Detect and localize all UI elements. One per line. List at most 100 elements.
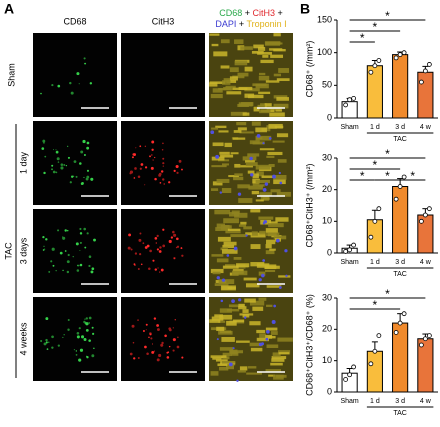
panel-label: A bbox=[4, 1, 14, 17]
texture bbox=[248, 185, 263, 190]
data-point bbox=[347, 97, 353, 103]
texture bbox=[236, 263, 250, 268]
texture bbox=[242, 309, 249, 313]
texture bbox=[237, 184, 250, 189]
signal bbox=[162, 165, 165, 167]
signal bbox=[83, 338, 87, 341]
signal bbox=[78, 358, 82, 362]
signal bbox=[172, 349, 175, 352]
texture bbox=[259, 192, 273, 197]
texture bbox=[245, 283, 260, 288]
nucleus bbox=[273, 304, 277, 308]
texture bbox=[251, 231, 258, 236]
signal bbox=[60, 166, 64, 170]
signal bbox=[156, 324, 159, 327]
signal bbox=[84, 246, 87, 249]
data-point bbox=[418, 218, 424, 224]
significance-label: * bbox=[373, 298, 378, 312]
signal bbox=[48, 270, 51, 273]
texture bbox=[276, 97, 289, 101]
signal bbox=[173, 233, 177, 237]
texture bbox=[256, 263, 270, 268]
signal bbox=[139, 145, 142, 148]
texture bbox=[210, 355, 227, 358]
micrograph bbox=[33, 297, 117, 381]
texture bbox=[239, 131, 254, 134]
texture bbox=[220, 154, 234, 158]
signal bbox=[42, 235, 45, 239]
signal bbox=[162, 142, 164, 145]
texture bbox=[226, 79, 237, 83]
y-axis-label: CD68⁺CitH3⁺/CD68⁺ (%) bbox=[304, 294, 314, 396]
texture bbox=[237, 127, 247, 131]
signal bbox=[175, 164, 179, 169]
texture bbox=[234, 60, 248, 66]
texture bbox=[256, 329, 266, 334]
signal bbox=[83, 57, 86, 60]
nucleus bbox=[236, 379, 239, 382]
signal bbox=[128, 233, 132, 237]
signal bbox=[137, 356, 140, 359]
signal bbox=[161, 341, 164, 345]
texture bbox=[269, 48, 283, 51]
signal bbox=[173, 169, 176, 173]
texture bbox=[257, 104, 266, 108]
signal bbox=[66, 260, 70, 264]
texture bbox=[238, 198, 253, 203]
signal bbox=[132, 153, 135, 156]
nucleus bbox=[258, 278, 262, 282]
texture bbox=[223, 241, 237, 246]
texture bbox=[236, 340, 250, 343]
texture bbox=[227, 228, 241, 231]
micrograph bbox=[33, 121, 117, 205]
signal bbox=[41, 147, 45, 150]
nucleus bbox=[216, 276, 220, 280]
signal bbox=[149, 249, 152, 253]
texture bbox=[240, 221, 247, 225]
texture bbox=[230, 111, 247, 116]
signal bbox=[134, 167, 137, 170]
y-tick-label: 10 bbox=[322, 216, 332, 226]
texture bbox=[249, 321, 261, 326]
texture bbox=[253, 106, 260, 112]
signal bbox=[55, 151, 59, 154]
signal bbox=[168, 328, 172, 332]
signal bbox=[176, 245, 180, 248]
signal bbox=[162, 162, 165, 165]
texture bbox=[230, 234, 247, 238]
texture bbox=[220, 65, 230, 69]
signal bbox=[131, 324, 135, 328]
nucleus bbox=[237, 192, 242, 196]
signal bbox=[57, 344, 60, 347]
nucleus bbox=[220, 299, 224, 303]
texture bbox=[245, 160, 255, 163]
texture bbox=[242, 112, 250, 116]
texture bbox=[238, 224, 247, 227]
significance-label: * bbox=[410, 169, 415, 183]
texture bbox=[210, 371, 219, 376]
significance-label: * bbox=[385, 169, 390, 183]
signal bbox=[85, 317, 88, 320]
texture bbox=[276, 133, 289, 138]
signal bbox=[55, 171, 58, 174]
signal bbox=[181, 254, 184, 257]
signal bbox=[79, 241, 82, 244]
signal bbox=[155, 242, 157, 244]
texture bbox=[230, 152, 239, 155]
texture bbox=[221, 188, 232, 194]
texture bbox=[273, 95, 288, 99]
header-segment: Troponin I bbox=[246, 19, 286, 29]
texture bbox=[213, 51, 228, 57]
signal bbox=[40, 339, 43, 343]
signal bbox=[148, 336, 150, 339]
signal bbox=[42, 249, 45, 251]
signal bbox=[130, 248, 133, 251]
nucleus bbox=[262, 188, 267, 192]
signal bbox=[42, 139, 46, 143]
row-label: 1 day bbox=[18, 151, 28, 174]
signal bbox=[131, 156, 134, 159]
signal bbox=[51, 346, 54, 349]
signal bbox=[154, 268, 158, 271]
group-label: TAC bbox=[393, 271, 406, 278]
signal bbox=[91, 326, 94, 329]
